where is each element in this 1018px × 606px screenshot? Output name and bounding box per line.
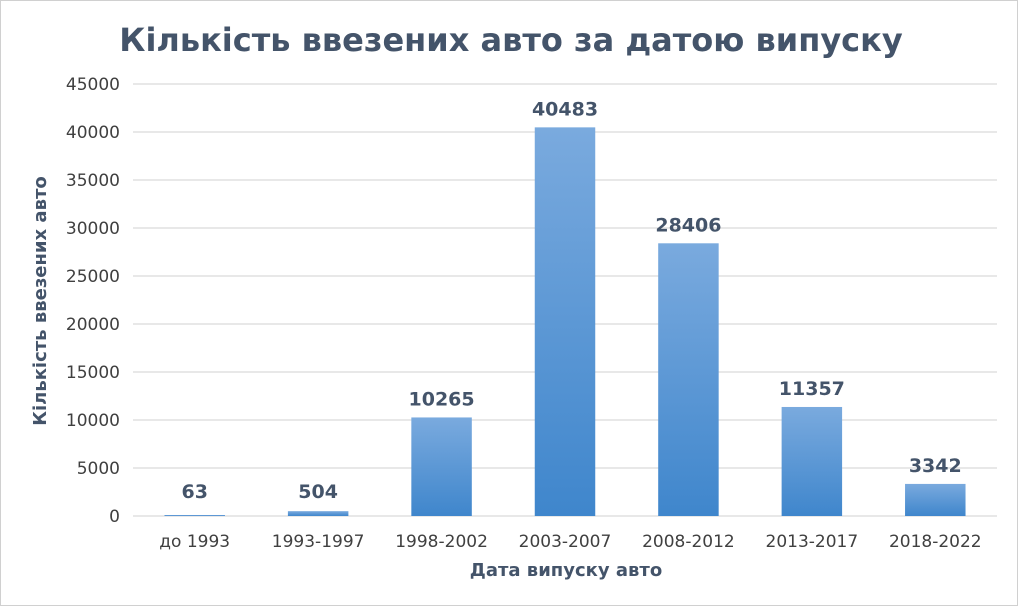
x-tick-label: до 1993 (159, 532, 230, 552)
data-label: 40483 (532, 98, 598, 120)
bar (411, 417, 472, 516)
bar (164, 515, 225, 516)
x-tick-label: 2018-2022 (889, 532, 982, 552)
y-axis-title: Кількість ввезених авто (30, 176, 51, 426)
y-tick-label: 35000 (66, 171, 120, 191)
data-label: 11357 (779, 378, 845, 400)
x-tick-label: 2013-2017 (766, 532, 859, 552)
bar (781, 406, 843, 516)
y-tick-label: 15000 (66, 363, 120, 383)
y-tick-label: 25000 (66, 267, 120, 287)
data-label: 10265 (409, 388, 475, 410)
bars (164, 127, 966, 517)
x-tick-label: 1993-1997 (272, 532, 365, 552)
y-tick-label: 40000 (66, 123, 120, 143)
y-tick-label: 0 (109, 507, 120, 527)
data-label: 28406 (655, 214, 721, 236)
bar (287, 511, 349, 516)
chart-title: Кількість ввезених авто за датою випуску (119, 21, 903, 59)
y-tick-label: 45000 (66, 75, 120, 95)
x-axis-title: Дата випуску авто (470, 560, 662, 581)
data-label: 504 (298, 481, 338, 503)
bar (658, 243, 719, 516)
data-label: 3342 (909, 455, 962, 477)
x-tick-label: 2008-2012 (642, 532, 735, 552)
x-tick-label: 1998-2002 (395, 532, 488, 552)
y-tick-label: 5000 (77, 459, 120, 479)
data-label: 63 (181, 481, 207, 503)
data-labels: 63 504 10265 40483 28406 11357 3342 (181, 98, 961, 503)
y-tick-label: 20000 (66, 315, 120, 335)
x-axis-ticks: до 1993 1993-1997 1998-2002 2003-2007 2008-2… (159, 532, 981, 552)
bar (905, 483, 966, 516)
y-tick-label: 10000 (66, 411, 120, 431)
y-axis-ticks: 0 5000 10000 15000 20000 25000 30000 35000 40000… (66, 75, 120, 527)
bar (534, 127, 596, 517)
y-tick-label: 30000 (66, 219, 120, 239)
x-tick-label: 2003-2007 (519, 532, 612, 552)
